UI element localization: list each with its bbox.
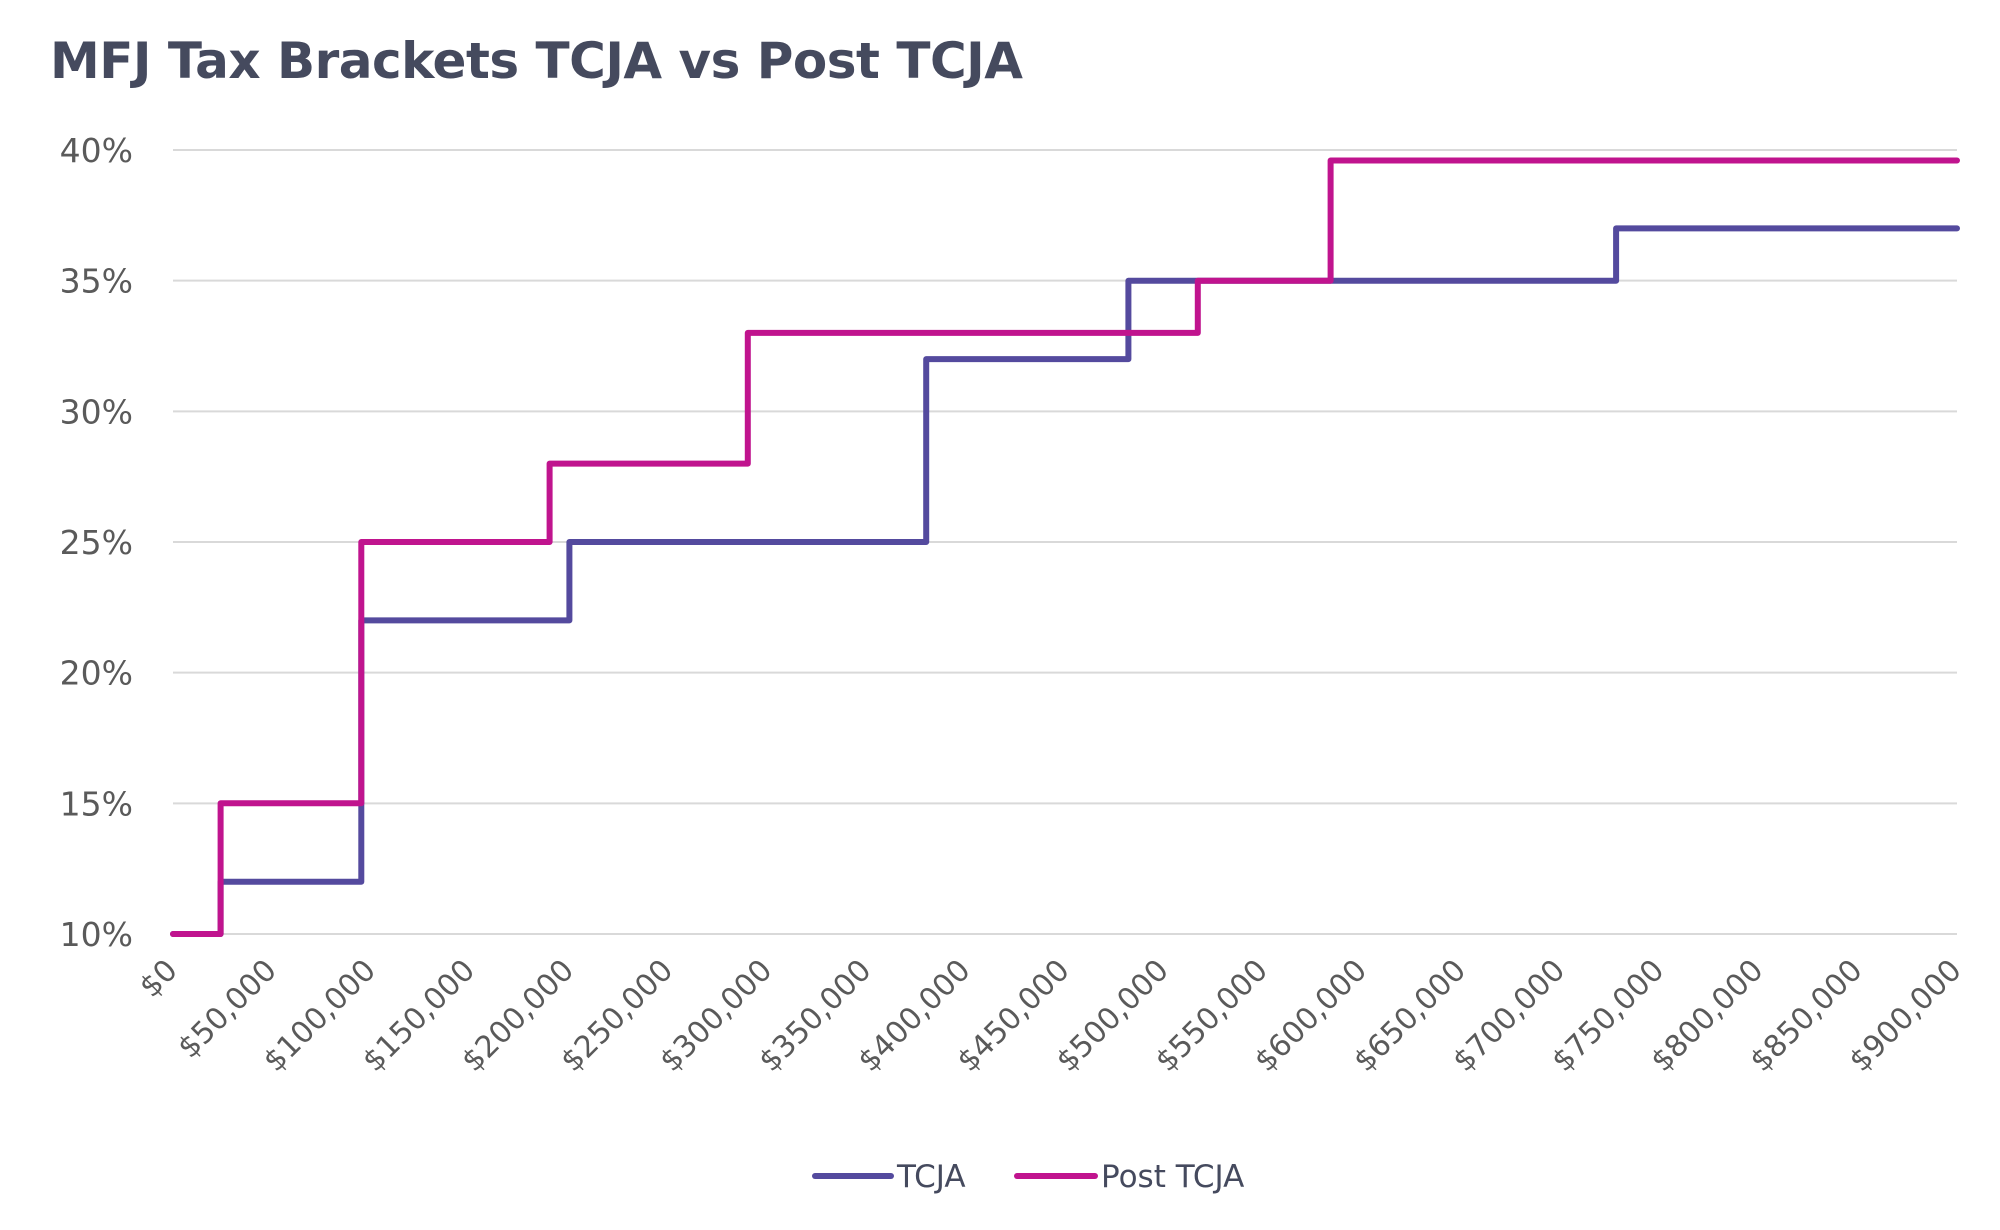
legend-label: Post TCJA bbox=[1101, 1159, 1244, 1195]
series-line-post-tcja bbox=[170, 157, 1960, 937]
y-tick-label: 15% bbox=[60, 784, 133, 823]
series-lines bbox=[170, 157, 1960, 937]
y-tick-label: 40% bbox=[60, 131, 133, 170]
legend: TCJA Post TCJA bbox=[812, 1159, 1244, 1195]
y-tick-label: 10% bbox=[60, 915, 133, 954]
y-tick-label: 35% bbox=[60, 262, 133, 301]
y-tick-label: 20% bbox=[60, 654, 133, 693]
y-axis-tick-labels: 10% 15% 20% 25% 30% 35% 40% bbox=[60, 131, 133, 954]
y-tick-label: 25% bbox=[60, 523, 133, 562]
x-axis-tick-labels: $0$50,000$100,000$150,000$200,000$250,00… bbox=[133, 953, 1969, 1079]
x-tick-label: $0 bbox=[133, 953, 185, 1005]
chart-title: MFJ Tax Brackets TCJA vs Post TCJA bbox=[50, 32, 1023, 90]
legend-label: TCJA bbox=[896, 1159, 966, 1195]
y-tick-label: 30% bbox=[60, 392, 133, 431]
series-line-tcja bbox=[170, 225, 1960, 937]
